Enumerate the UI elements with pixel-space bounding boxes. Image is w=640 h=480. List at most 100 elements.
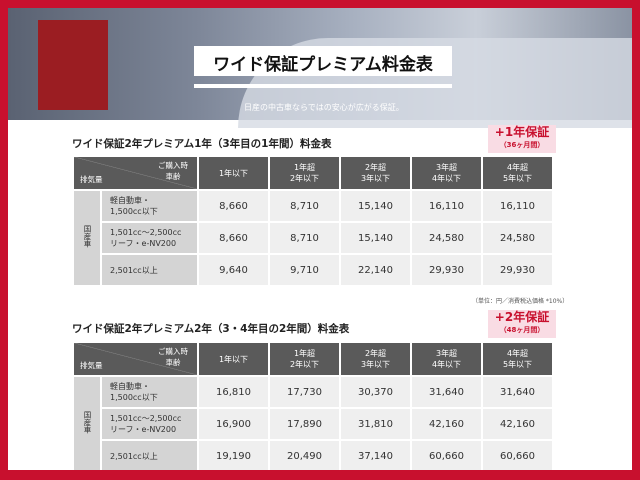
- price-cell: 16,900: [199, 409, 268, 439]
- column-header: 1年超 2年以下: [270, 157, 339, 189]
- corner-top: ご購入時車齢: [158, 161, 188, 181]
- row-label: 2,501cc以上: [102, 255, 197, 285]
- table-row: 国産車 軽自動車・ 1,500cc以下 8,660 8,710 15,140 16,110 1…: [74, 191, 552, 285]
- row-label-line: 2,501cc以上: [110, 265, 158, 275]
- price-cell: 8,710: [270, 223, 339, 253]
- header-line: 3年超: [435, 163, 458, 172]
- warranty-badge: +2年保証 （48ヶ月間）: [488, 310, 556, 338]
- header-line: 1年超: [293, 349, 316, 358]
- header-line: 4年以下: [431, 174, 462, 183]
- header-line: 2年以下: [289, 360, 320, 369]
- price-cell: 29,930: [412, 255, 481, 285]
- price-cell: 24,580: [412, 223, 481, 253]
- row-label: 1,501cc〜2,500cc リーフ・e-NV200: [102, 409, 197, 439]
- table-row: 2,501cc以上 19,190 20,490 37,140 60,660 60,660: [74, 441, 552, 470]
- price-cell: 42,160: [412, 409, 481, 439]
- column-header: 4年超 5年以下: [483, 157, 552, 189]
- header-line: 5年以下: [502, 360, 533, 369]
- column-header: 1年以下: [199, 343, 268, 375]
- price-table: ご購入時車齢排気量 1年以下 1年超 2年以下 2年超 3年以下 3年超 4年以下 4年超 5年以…: [72, 155, 554, 287]
- page-title: ワイド保証プレミアム料金表: [194, 46, 452, 76]
- price-cell: 31,640: [483, 377, 552, 407]
- price-cell: 17,890: [270, 409, 339, 439]
- price-cell: 20,490: [270, 441, 339, 470]
- row-label-line: 1,500cc以下: [110, 207, 158, 216]
- row-label: 軽自動車・ 1,500cc以下: [102, 191, 197, 221]
- hero-subtitle: 日産の中古車ならではの安心が広がる保証。: [244, 103, 404, 112]
- header-line: 4年以下: [431, 360, 462, 369]
- table-title: ワイド保証2年プレミアム1年（3年目の1年間）料金表: [72, 138, 332, 150]
- table-row: 国産車 軽自動車・ 1,500cc以下 16,810 17,730 30,370 31,64…: [74, 377, 552, 470]
- table-title: ワイド保証2年プレミアム2年（3・4年目の2年間）料金表: [72, 323, 350, 335]
- header-line: 1年超: [293, 163, 316, 172]
- price-cell: 16,110: [483, 191, 552, 221]
- header-line: 3年以下: [360, 360, 391, 369]
- row-label: 1,501cc〜2,500cc リーフ・e-NV200: [102, 223, 197, 253]
- warranty-badge: +1年保証 （36ヶ月間）: [488, 125, 556, 153]
- price-cell: 16,110: [412, 191, 481, 221]
- badge-main: +1年保証: [494, 125, 550, 139]
- price-cell: 60,660: [483, 441, 552, 470]
- corner-top: ご購入時車齢: [158, 347, 188, 367]
- column-header: 1年超 2年以下: [270, 343, 339, 375]
- row-label-line: 1,500cc以下: [110, 393, 158, 402]
- price-cell: 22,140: [341, 255, 410, 285]
- row-label-line: 2,501cc以上: [110, 451, 158, 461]
- column-header: 4年超 5年以下: [483, 343, 552, 375]
- row-label-line: リーフ・e-NV200: [110, 239, 177, 248]
- table-row: 2,501cc以上 9,640 9,710 22,140 29,930 29,930: [74, 255, 552, 285]
- category-label: 国産車: [83, 225, 92, 248]
- header-line: 1年以下: [218, 354, 249, 364]
- corner-header: ご購入時車齢排気量: [74, 157, 197, 189]
- badge-sub: （36ヶ月間）: [499, 141, 545, 149]
- price-cell: 15,140: [341, 223, 410, 253]
- table-row: 1,501cc〜2,500cc リーフ・e-NV200 16,900 17,890 31…: [74, 409, 552, 439]
- category-cell: 国産車: [74, 377, 100, 470]
- row-label: 2,501cc以上: [102, 441, 197, 470]
- category-cell: 国産車: [74, 191, 100, 285]
- header-row: ご購入時車齢排気量 1年以下 1年超 2年以下 2年超 3年以下 3年超 4年以下 4年超 5年以…: [74, 157, 552, 189]
- row-label-line: 軽自動車・: [110, 382, 150, 391]
- column-header: 2年超 3年以下: [341, 157, 410, 189]
- header-line: 5年以下: [502, 174, 533, 183]
- category-label: 国産車: [83, 411, 92, 434]
- price-cell: 8,710: [270, 191, 339, 221]
- price-cell: 19,190: [199, 441, 268, 470]
- badge-main: +2年保証: [494, 310, 550, 324]
- title-underline: [194, 84, 452, 88]
- price-cell: 24,580: [483, 223, 552, 253]
- header-line: 2年超: [364, 163, 387, 172]
- header-row: ご購入時車齢排気量 1年以下 1年超 2年以下 2年超 3年以下 3年超 4年以下 4年超 5年以…: [74, 343, 552, 375]
- price-cell: 60,660: [412, 441, 481, 470]
- price-cell: 17,730: [270, 377, 339, 407]
- price-cell: 37,140: [341, 441, 410, 470]
- header-line: 4年超: [506, 349, 529, 358]
- price-cell: 16,810: [199, 377, 268, 407]
- column-header: 3年超 4年以下: [412, 157, 481, 189]
- price-cell: 15,140: [341, 191, 410, 221]
- price-cell: 42,160: [483, 409, 552, 439]
- corner-bottom: 排気量: [80, 361, 103, 370]
- column-header: 2年超 3年以下: [341, 343, 410, 375]
- column-header: 1年以下: [199, 157, 268, 189]
- hero-banner: ワイド保証プレミアム料金表 日産の中古車ならではの安心が広がる保証。: [8, 8, 632, 128]
- price-cell: 8,660: [199, 191, 268, 221]
- badge-sub: （48ヶ月間）: [499, 326, 545, 334]
- header-line: 4年超: [506, 163, 529, 172]
- corner-header: ご購入時車齢排気量: [74, 343, 197, 375]
- row-label-line: 1,501cc〜2,500cc: [110, 414, 182, 423]
- header-line: 3年超: [435, 349, 458, 358]
- price-cell: 29,930: [483, 255, 552, 285]
- header-line: 2年以下: [289, 174, 320, 183]
- table-row: 1,501cc〜2,500cc リーフ・e-NV200 8,660 8,710 15,1…: [74, 223, 552, 253]
- price-cell: 9,710: [270, 255, 339, 285]
- corner-bottom: 排気量: [80, 175, 103, 184]
- page: ワイド保証プレミアム料金表 日産の中古車ならではの安心が広がる保証。 ワイド保証…: [8, 8, 632, 470]
- header-line: 3年以下: [360, 174, 391, 183]
- row-label-line: リーフ・e-NV200: [110, 425, 177, 434]
- unit-note: （単位：円／消費税込価格 *10%）: [472, 298, 569, 305]
- column-header: 3年超 4年以下: [412, 343, 481, 375]
- price-cell: 30,370: [341, 377, 410, 407]
- header-line: 2年超: [364, 349, 387, 358]
- header-line: 1年以下: [218, 168, 249, 178]
